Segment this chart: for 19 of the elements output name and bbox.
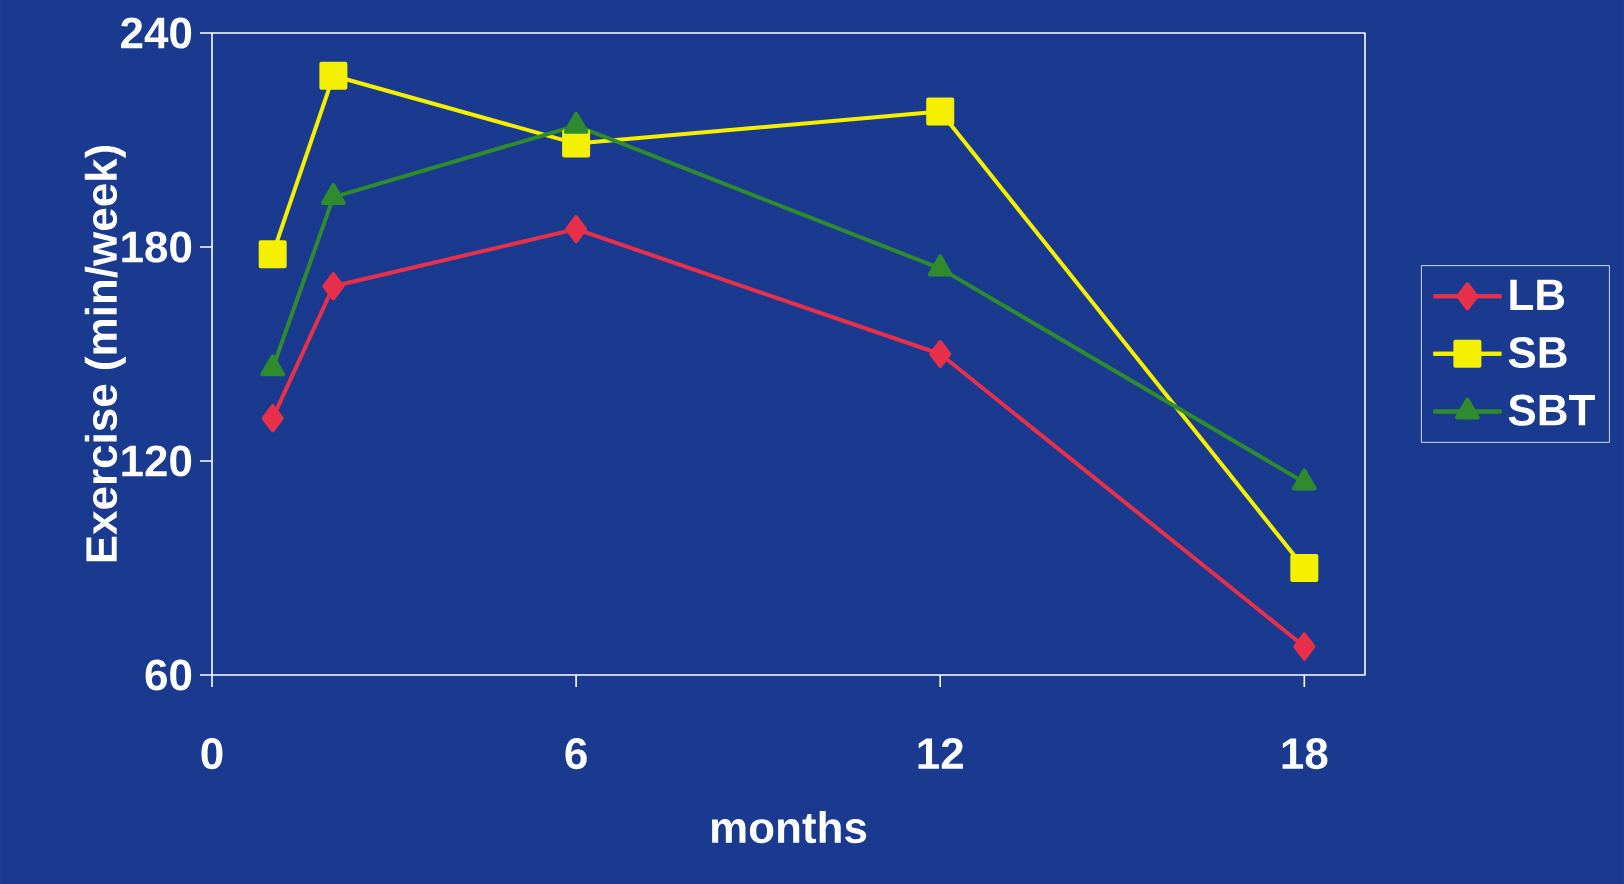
legend-label: LB bbox=[1510, 279, 1565, 310]
y-tick-label: 60 bbox=[145, 659, 192, 691]
x-tick-label: 0 bbox=[201, 738, 223, 770]
x-axis-title: months bbox=[711, 810, 867, 844]
point bbox=[1290, 553, 1319, 582]
x-tick-label: 18 bbox=[1282, 738, 1328, 770]
point bbox=[322, 272, 345, 301]
legend-label: SB bbox=[1508, 336, 1567, 369]
legend-label: SBT bbox=[1508, 394, 1595, 426]
point bbox=[565, 215, 588, 244]
point bbox=[319, 61, 348, 90]
point bbox=[1293, 632, 1316, 661]
x-tick-label: 6 bbox=[565, 738, 587, 770]
x-tick-label: 12 bbox=[918, 738, 963, 769]
point bbox=[261, 404, 284, 433]
point bbox=[929, 339, 952, 368]
y-tick-label: 240 bbox=[121, 17, 192, 49]
point bbox=[926, 97, 955, 126]
point bbox=[258, 240, 287, 269]
